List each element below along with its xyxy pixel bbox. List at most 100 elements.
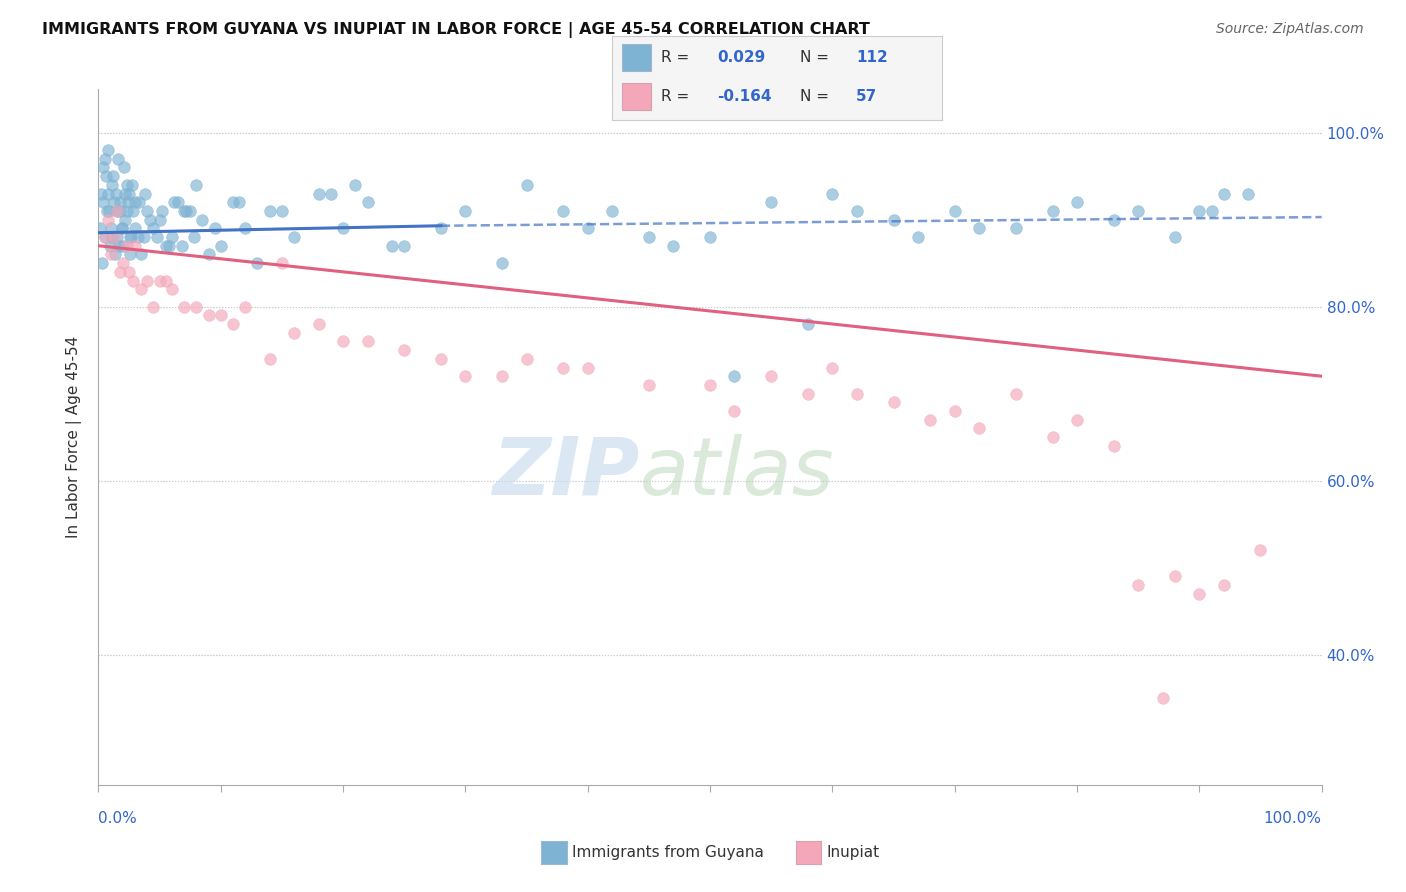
Point	[118, 265, 141, 279]
Point	[883, 212, 905, 227]
Point	[163, 195, 186, 210]
Point	[233, 221, 256, 235]
Point	[228, 195, 250, 210]
Point	[110, 203, 132, 218]
Point	[157, 238, 180, 252]
Point	[943, 404, 966, 418]
Point	[121, 273, 143, 287]
Point	[176, 203, 198, 218]
Point	[381, 238, 404, 252]
Point	[576, 221, 599, 235]
Point	[108, 195, 131, 210]
Point	[103, 230, 125, 244]
Point	[430, 351, 453, 366]
Point	[344, 178, 367, 192]
Point	[155, 273, 177, 287]
Text: 57: 57	[856, 89, 877, 104]
Point	[222, 195, 245, 210]
Point	[111, 256, 134, 270]
Point	[883, 395, 905, 409]
Point	[1212, 578, 1234, 592]
Point	[1237, 186, 1260, 201]
Point	[1004, 386, 1026, 401]
Point	[516, 178, 538, 192]
Point	[121, 178, 143, 192]
Point	[101, 230, 124, 244]
Point	[576, 360, 599, 375]
Point	[139, 212, 162, 227]
Point	[124, 195, 146, 210]
Point	[170, 238, 193, 252]
Point	[98, 203, 121, 218]
Point	[118, 230, 141, 244]
Text: 0.029: 0.029	[717, 50, 766, 65]
Point	[638, 378, 661, 392]
Point	[94, 230, 117, 244]
Point	[920, 412, 942, 427]
Point	[104, 247, 127, 261]
Point	[124, 221, 146, 235]
Point	[183, 230, 205, 244]
Point	[105, 230, 128, 244]
Point	[430, 221, 453, 235]
Point	[90, 186, 112, 201]
Bar	[621, 44, 651, 71]
Point	[553, 203, 575, 218]
Point	[1164, 230, 1187, 244]
Point	[491, 369, 513, 384]
Point	[91, 195, 114, 210]
Point	[1102, 212, 1125, 227]
Point	[797, 386, 820, 401]
Point	[179, 203, 201, 218]
Point	[1212, 186, 1234, 201]
Point	[93, 152, 115, 166]
Point	[332, 334, 354, 349]
Point	[134, 186, 156, 201]
Point	[128, 195, 150, 210]
Point	[845, 386, 868, 401]
Point	[967, 221, 990, 235]
Point	[270, 203, 294, 218]
Point	[821, 186, 844, 201]
Point	[91, 256, 114, 270]
Point	[89, 221, 111, 235]
Point	[1201, 203, 1223, 218]
Point	[94, 169, 117, 183]
Point	[209, 308, 232, 322]
Point	[160, 230, 183, 244]
Point	[967, 421, 990, 435]
Point	[160, 282, 183, 296]
Point	[93, 230, 115, 244]
Point	[553, 360, 575, 375]
Point	[149, 212, 172, 227]
Point	[120, 247, 142, 261]
Point	[132, 230, 155, 244]
Point	[111, 238, 134, 252]
Text: N =: N =	[800, 89, 834, 104]
Point	[308, 317, 330, 331]
Point	[150, 203, 173, 218]
Point	[124, 238, 146, 252]
Point	[197, 308, 219, 322]
Point	[699, 230, 721, 244]
Point	[96, 203, 118, 218]
Point	[1102, 439, 1125, 453]
Point	[699, 378, 721, 392]
Point	[1188, 203, 1211, 218]
Point	[209, 238, 232, 252]
Point	[97, 143, 120, 157]
Point	[197, 247, 219, 261]
Point	[110, 265, 132, 279]
Text: N =: N =	[800, 50, 834, 65]
Point	[100, 221, 122, 235]
Point	[1250, 543, 1272, 558]
Point	[1066, 412, 1088, 427]
Point	[356, 334, 378, 349]
Point	[167, 195, 190, 210]
Point	[136, 273, 159, 287]
Point	[392, 343, 416, 357]
Point	[97, 212, 120, 227]
Point	[1164, 569, 1187, 583]
Point	[845, 203, 868, 218]
Point	[120, 230, 142, 244]
